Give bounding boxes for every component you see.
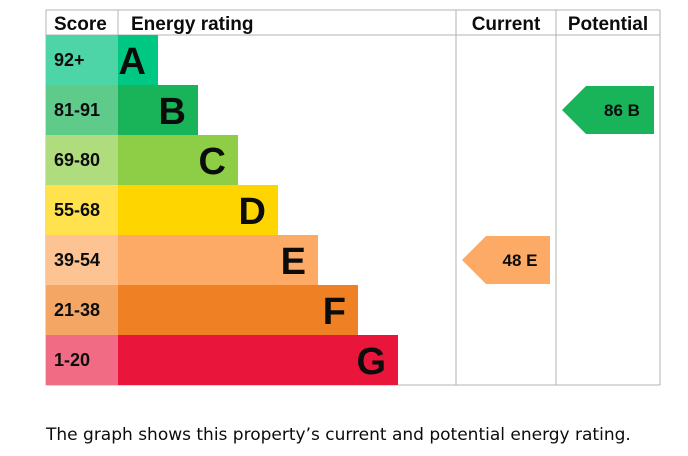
current-rating-label: 48 E — [503, 251, 538, 270]
rating-bar-f — [118, 285, 358, 335]
chart-caption: The graph shows this property’s current … — [46, 425, 631, 445]
score-cell-a — [46, 35, 118, 85]
score-cell-e — [46, 235, 118, 285]
rating-bar-g — [118, 335, 398, 385]
score-cell-f — [46, 285, 118, 335]
rating-letter-b: B — [159, 91, 186, 133]
score-range-a: 92+ — [54, 50, 85, 70]
rating-letter-e: E — [281, 241, 306, 283]
rating-letter-a: A — [119, 41, 146, 83]
score-cell-c — [46, 135, 118, 185]
header-score: Score — [54, 14, 107, 35]
potential-arrow — [562, 86, 654, 134]
current-arrow — [462, 236, 550, 284]
header-current: Current — [472, 14, 541, 35]
score-range-g: 1-20 — [54, 350, 90, 370]
rating-bar-b — [118, 85, 198, 135]
header-potential: Potential — [568, 14, 648, 35]
header-energy-rating: Energy rating — [131, 14, 253, 35]
rating-letter-f: F — [323, 291, 346, 333]
score-cell-d — [46, 185, 118, 235]
score-range-b: 81-91 — [54, 100, 100, 120]
rating-bar-c — [118, 135, 238, 185]
score-range-f: 21-38 — [54, 300, 100, 320]
rating-bar-e — [118, 235, 318, 285]
score-range-c: 69-80 — [54, 150, 100, 170]
score-range-d: 55-68 — [54, 200, 100, 220]
rating-letter-g: G — [356, 341, 386, 383]
score-cell-b — [46, 85, 118, 135]
rating-letter-d: D — [239, 191, 266, 233]
score-cell-g — [46, 335, 118, 385]
rating-bar-d — [118, 185, 278, 235]
score-range-e: 39-54 — [54, 250, 100, 270]
potential-rating-label: 86 B — [604, 101, 640, 120]
rating-letter-c: C — [199, 141, 226, 183]
rating-bar-a — [118, 35, 158, 85]
energy-rating-chart: Score Energy rating Current Potential 92+ A 81… — [45, 9, 661, 386]
